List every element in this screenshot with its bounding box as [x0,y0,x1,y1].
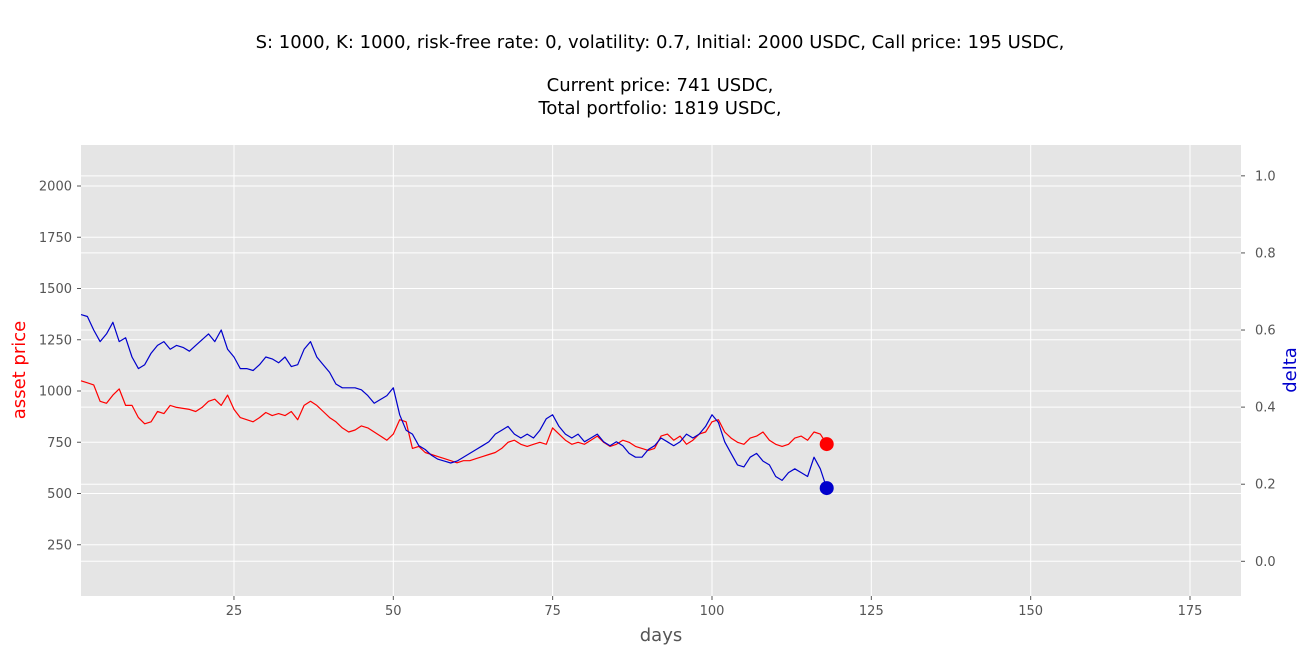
x-axis-label: days [640,625,683,646]
y-left-tick-label: 1000 [39,385,72,400]
x-tick-label: 100 [700,604,725,619]
end-markers [819,437,834,496]
data-series [80,314,828,489]
x-tick-label: 175 [1178,604,1203,619]
plot-area [81,145,1241,596]
y-axis-left-label: asset price [9,321,30,419]
title-line-total-portfolio: Total portfolio: 1819 USDC, [537,98,781,119]
asset-price-end-marker [819,437,834,452]
x-tick-label: 75 [544,604,561,619]
y-right-tick-label: 0.0 [1255,555,1276,570]
y-left-tick-label: 1750 [39,231,72,246]
delta-line [80,314,828,489]
y-right-tick-label: 1.0 [1255,169,1276,184]
y-left-tick-label: 250 [47,538,72,553]
y-left-tick-label: 1500 [39,282,72,297]
x-tick-label: 50 [385,604,402,619]
y-left-tick-label: 500 [47,487,72,502]
gridlines [81,145,1241,596]
y-left-tick-label: 2000 [39,180,72,195]
y-left-tick-label: 750 [47,436,72,451]
x-tick-label: 25 [226,604,243,619]
y-right-tick-label: 0.4 [1255,401,1276,416]
delta-end-marker [819,481,834,496]
x-tick-label: 125 [859,604,884,619]
chart-title: S: 1000, K: 1000, risk-free rate: 0, vol… [256,32,1065,119]
y-right-tick-label: 0.2 [1255,478,1276,493]
y-left-tick-label: 1250 [39,333,72,348]
x-tick-label: 150 [1018,604,1043,619]
y-right-tick-label: 0.8 [1255,246,1276,261]
y-right-tick-label: 0.6 [1255,324,1276,339]
tick-labels: 25 50 75 100 125 150 175 250 500 750 1000 1250 1500 1… [39,169,1276,619]
y-axis-right-label: delta [1280,347,1301,393]
title-line-current-price: Current price: 741 USDC, [547,75,774,96]
title-line-parameters: S: 1000, K: 1000, risk-free rate: 0, vol… [256,32,1065,53]
